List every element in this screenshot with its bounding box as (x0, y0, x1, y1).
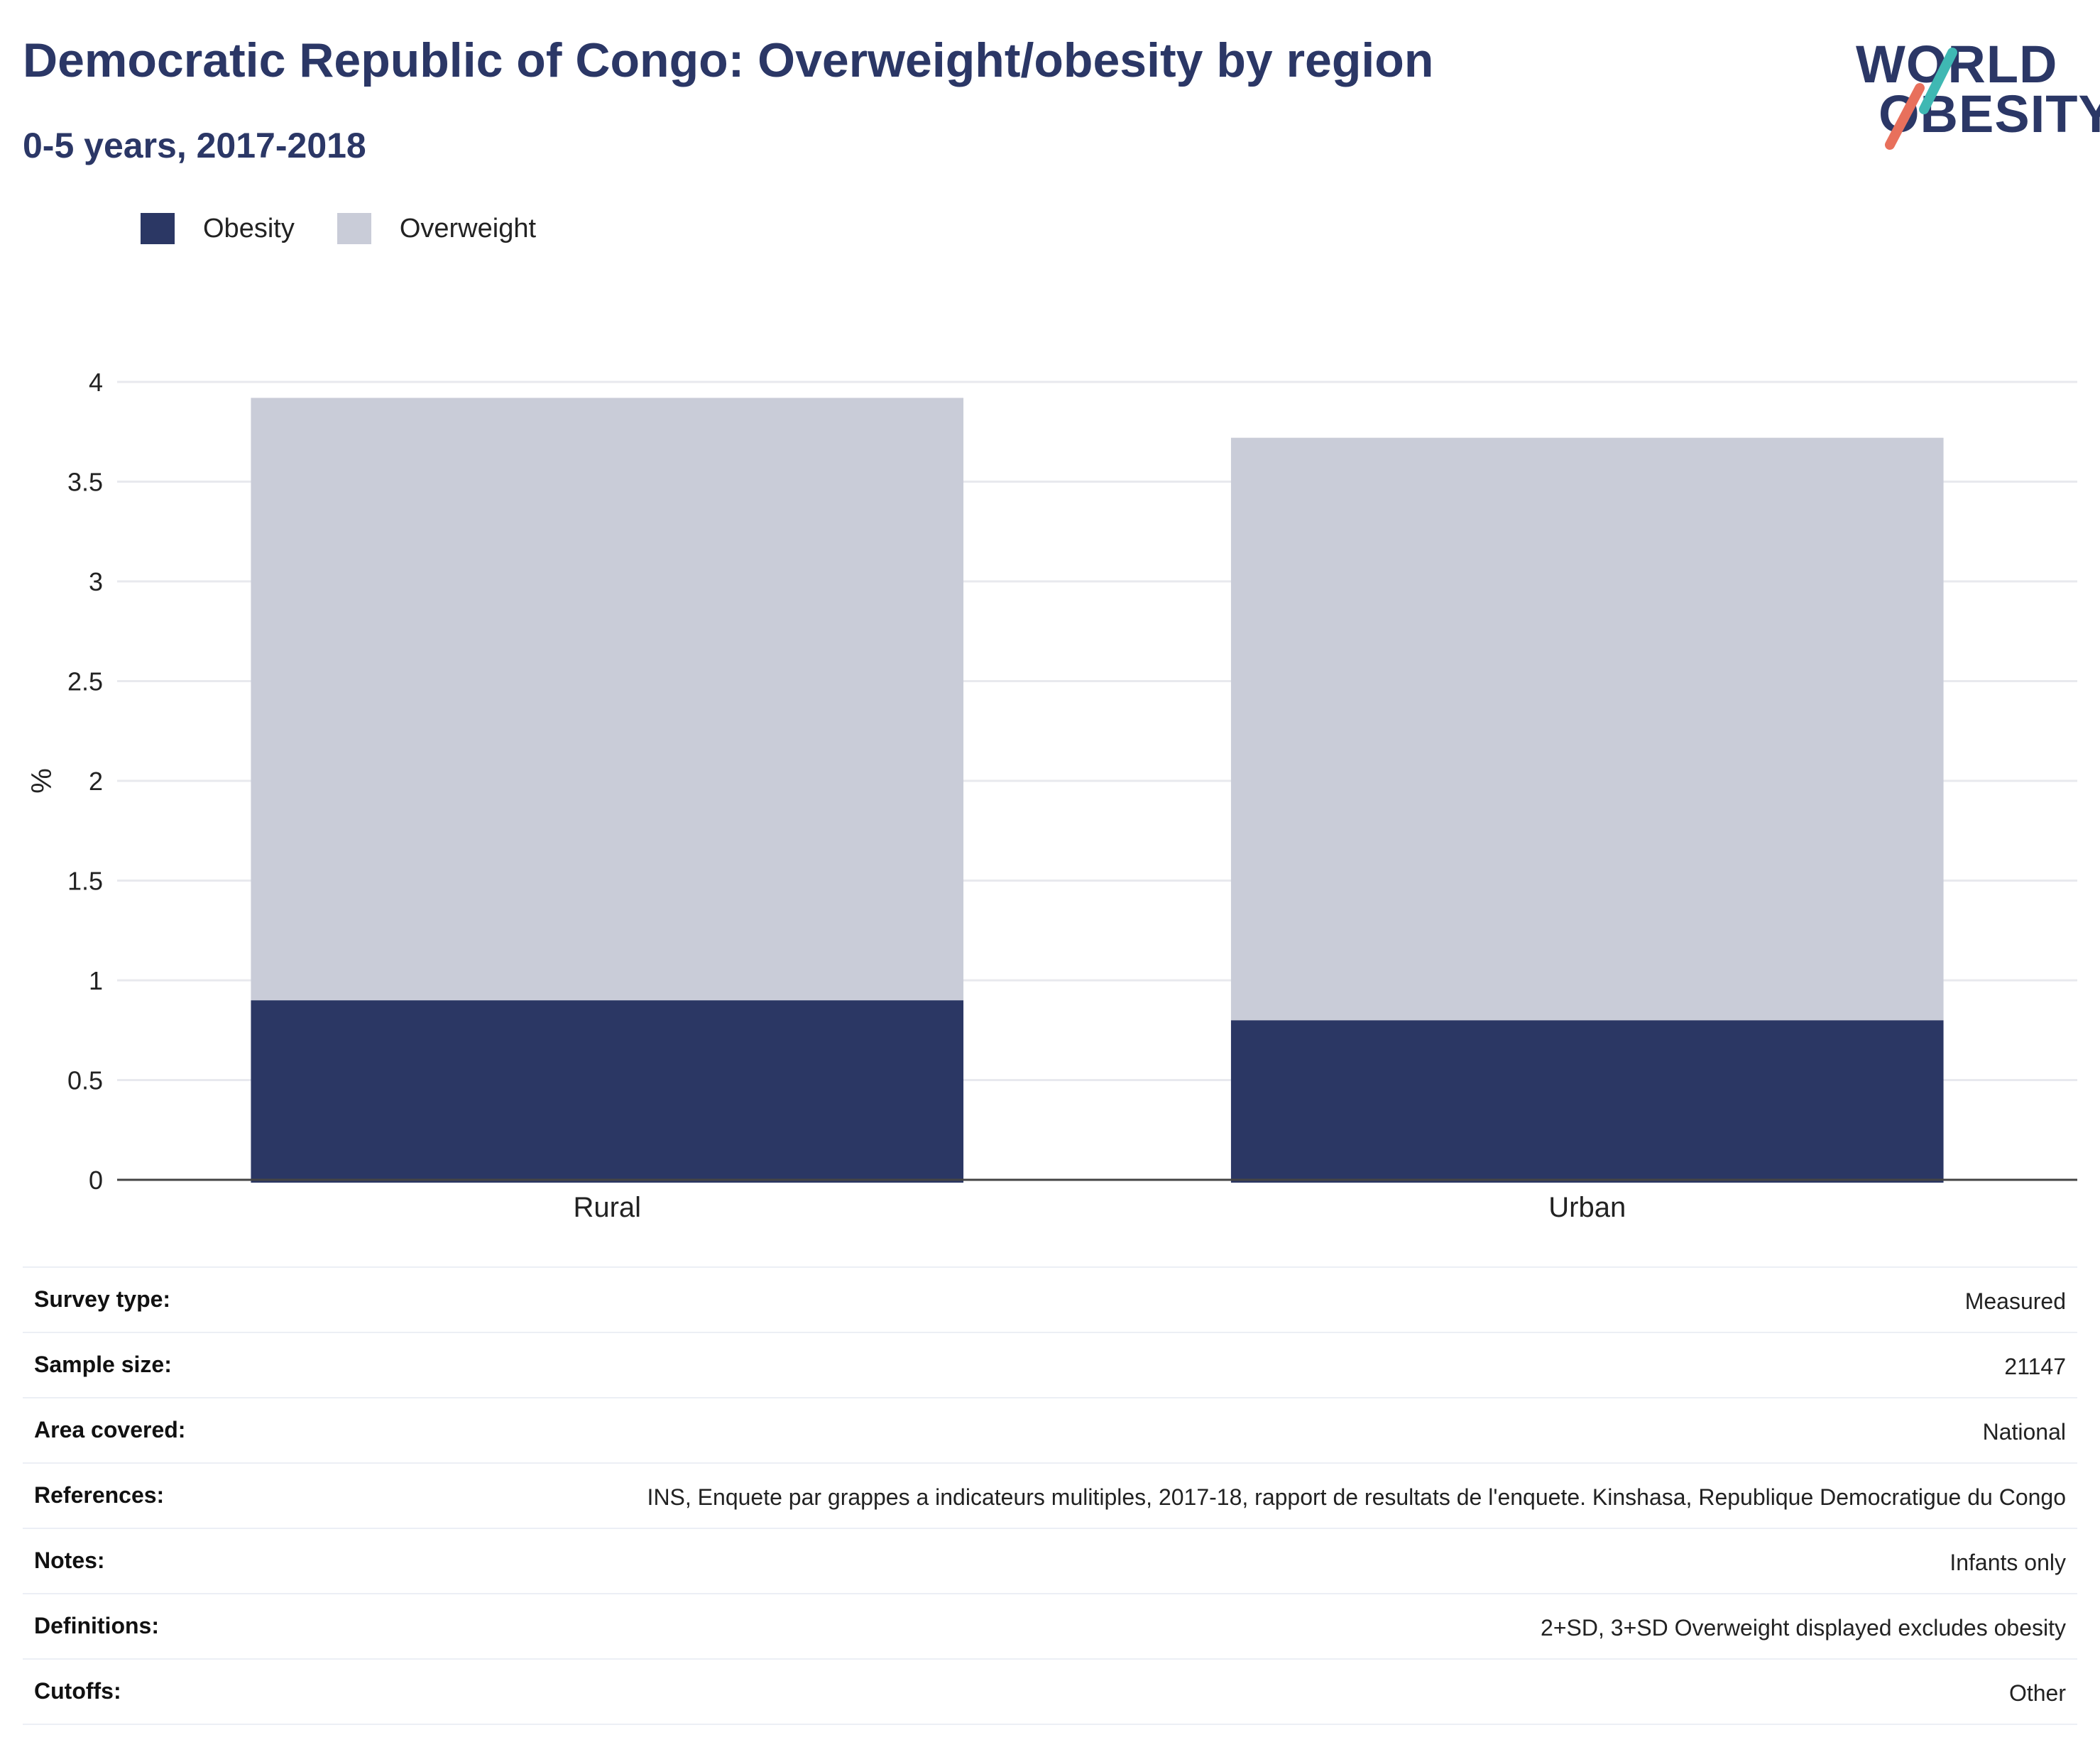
details-value: 2+SD, 3+SD Overweight displayed excludes… (1541, 1615, 2066, 1641)
logo-word-world: WORLD (1856, 35, 2058, 94)
details-row: Survey type: Measured (23, 1266, 2077, 1332)
details-label: References: (34, 1482, 165, 1508)
legend-item-overweight[interactable]: Overweight (337, 213, 536, 244)
world-obesity-logo: WORLD OBESITY (1846, 31, 2100, 159)
details-row: Area covered: National (23, 1397, 2077, 1462)
y-axis-label: % (26, 768, 58, 794)
chart-legend: Obesity Overweight (141, 213, 579, 244)
y-tick-label: 0.5 (67, 1066, 103, 1095)
details-label: Cutoffs: (34, 1678, 121, 1704)
y-tick-label: 2 (89, 767, 103, 796)
chart-title: Democratic Republic of Congo: Overweight… (23, 33, 1434, 87)
legend-label-overweight: Overweight (399, 213, 537, 243)
stacked-bar-chart: 0 0.5 1 1.5 2 2.5 3 3.5 4% Rural Urban (26, 368, 2077, 1223)
y-tick-label: 3.5 (67, 468, 103, 497)
bar-obesity-urban (1230, 1020, 1944, 1183)
details-value: INS, Enquete par grappes a indicateurs m… (647, 1484, 2066, 1510)
details-row: Definitions: 2+SD, 3+SD Overweight displa… (23, 1593, 2077, 1658)
y-tick-label: 1 (89, 966, 103, 995)
details-value: Other (2008, 1680, 2066, 1706)
y-tick-label: 3 (89, 567, 103, 596)
bar-obesity-rural (251, 1000, 964, 1183)
legend-item-obesity[interactable]: Obesity (141, 213, 295, 244)
y-tick-label: 2.5 (67, 667, 103, 696)
details-label: Area covered: (34, 1417, 186, 1442)
details-label: Notes: (34, 1548, 105, 1573)
details-label: Sample size: (34, 1352, 172, 1377)
bar-overweight-rural (251, 398, 964, 1001)
legend-swatch-overweight (337, 213, 371, 244)
details-label: Survey type: (34, 1286, 171, 1312)
details-value: National (1982, 1419, 2066, 1445)
x-tick-label: Rural (573, 1192, 641, 1223)
y-tick-label: 4 (89, 368, 103, 397)
details-row: Notes: Infants only (23, 1528, 2077, 1593)
legend-swatch-obesity (141, 213, 175, 244)
details-row: References: INS, Enquete par grappes a in… (23, 1462, 2077, 1528)
legend-label-obesity: Obesity (203, 213, 295, 243)
details-value: Measured (1964, 1288, 2066, 1314)
chart-subtitle: 0-5 years, 2017-2018 (23, 126, 366, 165)
x-tick-label: Urban (1548, 1192, 1626, 1223)
details-value: 21147 (2004, 1354, 2066, 1379)
details-row: Sample size: 21147 (23, 1332, 2077, 1397)
details-value: Infants only (1949, 1550, 2066, 1575)
survey-details-table: Survey type: Measured Sample size: 21147 Are… (23, 1266, 2077, 1725)
bar-overweight-urban (1230, 437, 1944, 1021)
y-tick-label: 0 (89, 1166, 103, 1195)
details-label: Definitions: (34, 1613, 159, 1638)
details-row: Cutoffs: Other (23, 1658, 2077, 1725)
y-tick-label: 1.5 (67, 867, 103, 896)
logo-slash-icon (1885, 48, 1957, 150)
